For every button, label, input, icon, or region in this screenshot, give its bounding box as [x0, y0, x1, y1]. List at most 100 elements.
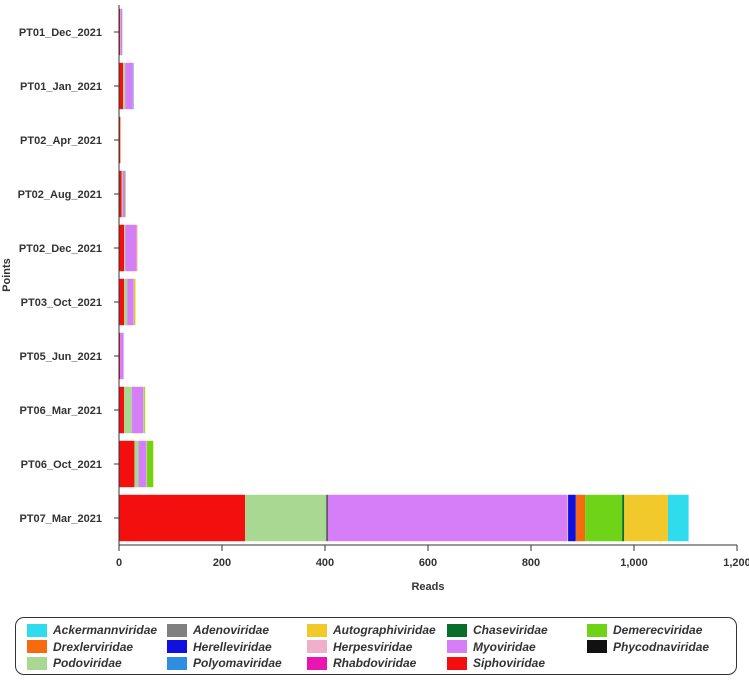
legend-label: Autographiviridae — [333, 623, 436, 637]
legend-swatch — [447, 656, 467, 670]
legend-item-adenoviridae: Adenoviridae — [167, 622, 269, 638]
legend-item-polyomaviridae: Polyomaviridae — [167, 655, 282, 671]
x-tick-label: 1,200 — [723, 557, 749, 569]
bar-segment-PT06_Mar_2021-autographiviridae — [144, 386, 146, 434]
bar-segment-PT02_Aug_2021-podoviridae — [121, 170, 123, 218]
bar-segment-PT06_Oct_2021-podoviridae — [134, 440, 139, 488]
bar-segment-PT07_Mar_2021-podoviridae — [245, 494, 327, 542]
y-tick-label: PT05_Jun_2021 — [19, 351, 102, 363]
legend-item-herpesviridae: Herpesviridae — [307, 639, 412, 655]
legend-swatch — [587, 623, 607, 637]
bar-segment-PT05_Jun_2021-siphoviridae — [119, 332, 121, 380]
legend-swatch — [447, 640, 467, 653]
x-tick-label: 200 — [213, 557, 231, 569]
bar-segment-PT02_Dec_2021-siphoviridae — [119, 224, 125, 272]
x-tick-label: 0 — [116, 557, 122, 569]
bar-segment-PT07_Mar_2021-phycodnaviridae — [326, 494, 328, 542]
bar-segment-PT03_Oct_2021-herpesviridae — [133, 278, 134, 326]
bar-segment-PT06_Mar_2021-myoviridae — [131, 386, 144, 434]
bar-segment-PT02_Aug_2021-siphoviridae — [119, 170, 122, 218]
bar-segment-PT01_Dec_2021-herpesviridae — [122, 8, 123, 56]
bar-segment-PT03_Oct_2021-podoviridae — [124, 278, 128, 326]
bar-segment-PT01_Jan_2021-ackermannviridae — [133, 62, 134, 110]
y-tick-label: PT01_Dec_2021 — [19, 27, 102, 39]
bar-segment-PT02_Dec_2021-autographiviridae — [137, 224, 138, 272]
y-tick-label: PT02_Dec_2021 — [19, 243, 102, 255]
legend-item-ackermannviridae: Ackermannviridae — [27, 622, 157, 638]
bar-segment-PT06_Oct_2021-siphoviridae — [119, 440, 135, 488]
bar-segment-PT01_Jan_2021-myoviridae — [125, 62, 133, 110]
legend-swatch — [27, 640, 47, 653]
bar-segment-PT02_Dec_2021-myoviridae — [125, 224, 137, 272]
legend-label: Herpesviridae — [333, 639, 413, 654]
y-axis-title: Points — [1, 258, 13, 292]
bar-segment-PT02_Dec_2021-podoviridae — [124, 224, 126, 272]
bar-segment-PT01_Jan_2021-podoviridae — [123, 62, 126, 110]
bar-segment-PT01_Dec_2021-myoviridae — [120, 8, 123, 56]
legend-item-rhabdoviridae: Rhabdoviridae — [307, 655, 416, 671]
legend-label: Myoviridae — [473, 639, 536, 654]
bar-segment-PT06_Mar_2021-siphoviridae — [119, 386, 125, 434]
bar-segment-PT02_Apr_2021-drexlerviridae — [120, 116, 121, 164]
legend-label: Rhabdoviridae — [333, 656, 417, 670]
bar-segment-PT06_Oct_2021-demerecviridae — [146, 440, 153, 488]
bar-segment-PT07_Mar_2021-herelleviridae — [568, 494, 576, 542]
legend-swatch — [307, 623, 327, 637]
legend-label: Podoviridae — [53, 656, 122, 670]
bar-segment-PT06_Mar_2021-demerecviridae — [143, 386, 145, 434]
legend-swatch — [307, 640, 327, 653]
legend-label: Drexlerviridae — [53, 639, 134, 654]
bar-segment-PT07_Mar_2021-demerecviridae — [585, 494, 623, 542]
legend-swatch — [167, 623, 187, 637]
bars-group — [119, 8, 689, 542]
legend-item-myoviridae: Myoviridae — [447, 639, 536, 655]
bar-segment-PT02_Aug_2021-myoviridae — [122, 170, 126, 218]
y-tick-label: PT06_Oct_2021 — [21, 459, 102, 471]
legend-label: Phycodnaviridae — [613, 639, 710, 654]
legend-swatch — [27, 623, 47, 637]
legend-swatch — [167, 656, 187, 670]
bar-segment-PT07_Mar_2021-chaseviridae — [622, 494, 625, 542]
bar-segment-PT02_Dec_2021-herpesviridae — [136, 224, 138, 272]
bar-segment-PT03_Oct_2021-autographiviridae — [134, 278, 136, 326]
bar-segment-PT01_Jan_2021-herpesviridae — [132, 62, 134, 110]
x-tick-label: 1,000 — [620, 557, 648, 569]
x-tick-label: 400 — [316, 557, 334, 569]
legend-label: Siphoviridae — [473, 656, 546, 670]
legend-item-podoviridae: Podoviridae — [27, 655, 122, 671]
legend-swatch — [27, 656, 47, 670]
y-tick-label: PT06_Mar_2021 — [19, 405, 102, 417]
legend-item-autographiviridae: Autographiviridae — [307, 622, 436, 638]
legend: Ackermannviridae Adenoviridae Autographivi… — [15, 617, 737, 675]
bar-segment-PT02_Aug_2021-demerecviridae — [125, 170, 126, 218]
bar-segment-PT06_Mar_2021-podoviridae — [124, 386, 132, 434]
bar-segment-PT07_Mar_2021-autographiviridae — [624, 494, 668, 542]
bar-segment-PT05_Jun_2021-myoviridae — [120, 332, 124, 380]
legend-swatch — [307, 656, 327, 670]
legend-label: Chaseviridae — [473, 623, 548, 637]
bar-segment-PT03_Oct_2021-demerecviridae — [133, 278, 135, 326]
x-axis-title: Reads — [411, 581, 444, 593]
bar-segment-PT03_Oct_2021-siphoviridae — [119, 278, 125, 326]
bar-segment-PT02_Apr_2021-siphoviridae — [119, 116, 121, 164]
legend-label: Demerecviridae — [613, 623, 703, 637]
stacked-bar-chart: PT01_Dec_2021 PT01_Jan_2021 PT02_Apr_2021 P… — [1, 5, 749, 593]
bar-segment-PT03_Oct_2021-myoviridae — [127, 278, 134, 326]
bar-segment-PT07_Mar_2021-herpesviridae — [567, 494, 569, 542]
legend-item-herelleviridae: Herelleviridae — [167, 639, 272, 655]
bar-segment-PT07_Mar_2021-drexlerviridae — [575, 494, 586, 542]
legend-item-drexlerviridae: Drexlerviridae — [27, 639, 133, 655]
bar-segment-PT01_Dec_2021-podoviridae — [120, 8, 121, 56]
bar-segment-PT01_Jan_2021-siphoviridae — [119, 62, 124, 110]
legend-label: Adenoviridae — [193, 623, 270, 637]
bar-segment-PT06_Oct_2021-autographiviridae — [152, 440, 154, 488]
y-tick-label: PT03_Oct_2021 — [21, 297, 102, 309]
legend-label: Polyomaviridae — [193, 656, 282, 670]
x-tick-label: 600 — [419, 557, 437, 569]
bar-segment-PT07_Mar_2021-ackermannviridae — [667, 494, 689, 542]
legend-swatch — [167, 640, 187, 653]
bar-segment-PT06_Mar_2021-herpesviridae — [143, 386, 144, 434]
legend-swatch — [447, 623, 467, 637]
bar-segment-PT06_Oct_2021-myoviridae — [138, 440, 147, 488]
legend-item-siphoviridae: Siphoviridae — [447, 655, 545, 671]
